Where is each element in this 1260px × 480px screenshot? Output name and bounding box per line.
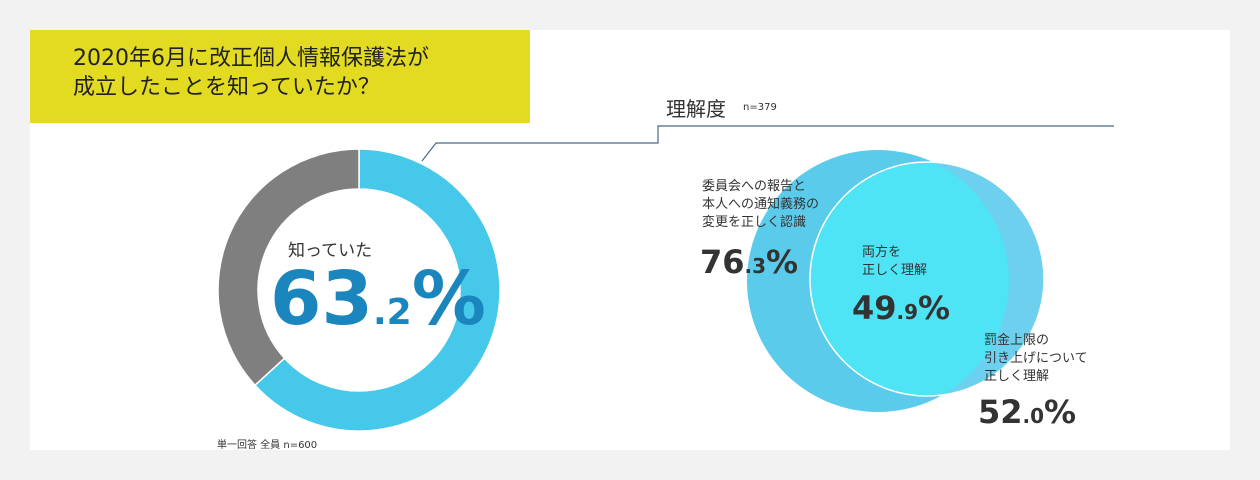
- leader-line: [421, 125, 1114, 162]
- understanding-title: 理解度: [666, 97, 726, 121]
- venn-value-notification-dec: .3: [744, 254, 767, 278]
- venn-value-notification-int: 76: [700, 243, 745, 281]
- chart-title: 2020年6月に改正個人情報保護法が 成立したことを知っていたか？: [73, 46, 429, 100]
- venn-value-penalty-int: 52: [978, 393, 1023, 431]
- venn-overlap: [810, 162, 1009, 396]
- title-box: 2020年6月に改正個人情報保護法が 成立したことを知っていたか？: [30, 30, 530, 123]
- venn-value-penalty: 52.0%: [978, 396, 1076, 428]
- venn-value-notification-sign: %: [766, 243, 799, 281]
- donut-center-label: 知っていた: [288, 241, 373, 261]
- donut-pct-sign: %: [411, 256, 486, 342]
- venn-value-both-int: 49: [852, 289, 897, 327]
- venn-value-both-dec: .9: [896, 300, 919, 324]
- donut-pct-int: 63: [270, 256, 373, 342]
- donut-center-value: 63.2%: [270, 262, 486, 336]
- venn-label-notification: 委員会への報告と 本人への通知義務の 変更を正しく認識: [702, 179, 820, 230]
- donut-pct-dec: .2: [372, 292, 412, 333]
- donut-chart: [217, 148, 501, 432]
- footnote: 単一回答 全員 n=600: [217, 440, 318, 450]
- chart-panel: 2020年6月に改正個人情報保護法が 成立したことを知っていたか？ 知っていた …: [30, 30, 1230, 450]
- venn-label-penalty: 罰金上限の 引き上げについて 正しく理解: [984, 333, 1088, 384]
- venn-value-both: 49.9%: [852, 292, 950, 324]
- donut-slice-knew: [253, 148, 501, 432]
- venn-value-penalty-dec: .0: [1022, 404, 1045, 428]
- venn-label-both: 両方を 正しく理解: [862, 245, 928, 278]
- venn-diagram: [747, 150, 1045, 412]
- venn-value-notification: 76.3%: [700, 246, 798, 278]
- understanding-n: n=379: [743, 102, 777, 113]
- venn-value-penalty-sign: %: [1044, 393, 1077, 431]
- venn-value-both-sign: %: [918, 289, 951, 327]
- venn-overlap-outline: [809, 161, 1045, 397]
- donut-slice-other: [217, 148, 360, 387]
- chart-svg: [217, 125, 1114, 432]
